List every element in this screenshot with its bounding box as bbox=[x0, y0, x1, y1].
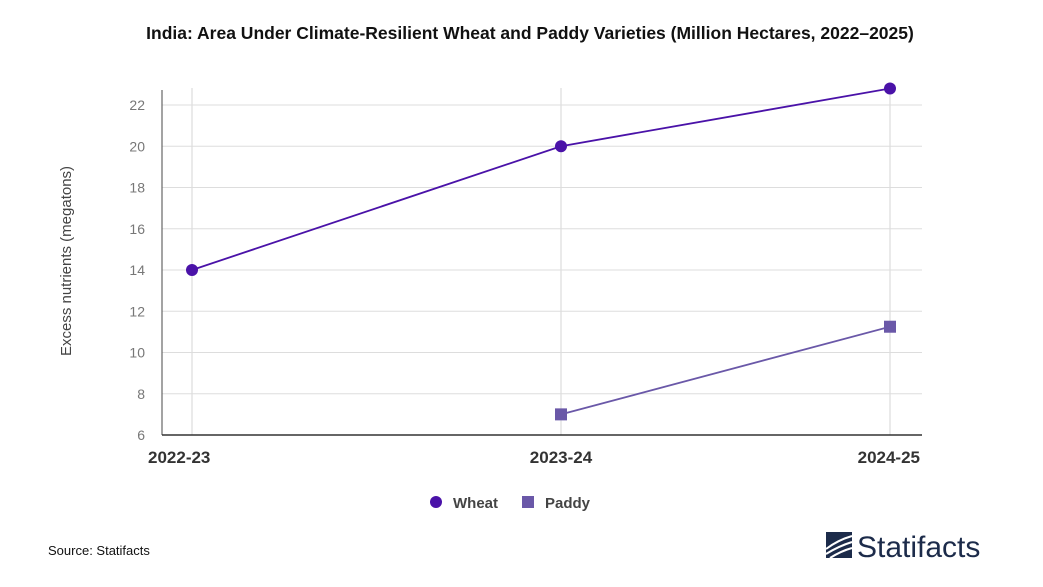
x-tick-labels: 2022-23 2023-24 2024-25 bbox=[148, 448, 920, 467]
series-line-wheat bbox=[191, 87, 891, 271]
legend-marker-paddy bbox=[522, 496, 534, 508]
series-layer bbox=[186, 82, 896, 421]
statifacts-logo-icon bbox=[825, 532, 853, 559]
legend-label-wheat: Wheat bbox=[453, 495, 498, 512]
y-tick-label: 12 bbox=[129, 303, 145, 319]
data-point-wheat bbox=[186, 264, 198, 276]
axes bbox=[161, 90, 922, 436]
y-tick-label: 22 bbox=[129, 97, 145, 113]
legend-label-paddy: Paddy bbox=[545, 495, 591, 512]
source-note: Source: Statifacts bbox=[48, 543, 150, 558]
y-tick-label: 18 bbox=[129, 180, 145, 196]
y-tick-label: 20 bbox=[129, 138, 145, 154]
y-tick-labels: 6 8 10 12 14 16 18 20 22 bbox=[129, 97, 145, 443]
y-tick-label: 16 bbox=[129, 221, 145, 237]
chart-title: India: Area Under Climate-Resilient Whea… bbox=[146, 23, 914, 43]
x-tick-label: 2022-23 bbox=[148, 448, 210, 467]
legend: Wheat Paddy bbox=[430, 495, 591, 512]
y-tick-label: 14 bbox=[129, 262, 145, 278]
x-tick-label: 2023-24 bbox=[530, 448, 593, 467]
data-point-wheat bbox=[555, 140, 567, 153]
x-tick-label: 2024-25 bbox=[858, 448, 920, 467]
y-axis-label: Excess nutrients (megatons) bbox=[58, 166, 75, 356]
data-point-paddy bbox=[884, 320, 896, 333]
brand-logo: Statifacts bbox=[825, 531, 980, 564]
series-line-paddy bbox=[560, 325, 891, 416]
brand-name: Statifacts bbox=[857, 531, 980, 564]
y-tick-label: 6 bbox=[137, 427, 145, 443]
legend-marker-wheat bbox=[430, 496, 442, 508]
data-point-wheat bbox=[884, 82, 896, 95]
y-tick-label: 8 bbox=[137, 386, 145, 402]
data-point-paddy bbox=[555, 408, 567, 421]
y-tick-label: 10 bbox=[129, 345, 145, 361]
grid-lines bbox=[162, 88, 922, 435]
